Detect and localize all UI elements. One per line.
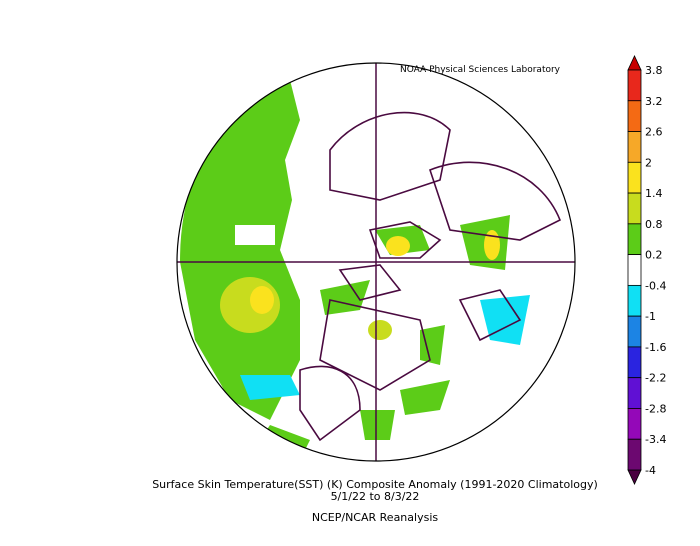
colorbar: 3.8 3.2 2.6 2 1.4 0.8 0.2 -0.4 -1 -1.6 -2.2 -2.8 -3.… (627, 55, 666, 485)
colorbar-band (627, 131, 642, 163)
colorbar-band (627, 192, 642, 225)
colorbar-label: -3.4 (645, 433, 666, 446)
colorbar-label: 3.2 (645, 95, 663, 108)
colorbar-label: -2.8 (645, 402, 666, 415)
colorbar-band (627, 284, 642, 317)
caption-title: Surface Skin Temperature(SST) (K) Compos… (152, 478, 598, 491)
colorbar-bottom (627, 469, 642, 485)
colorbar-band (627, 315, 642, 348)
colorbar-label: -1.6 (645, 341, 666, 354)
colorbar-band (627, 69, 642, 102)
caption-dates: 5/1/22 to 8/3/22 (331, 490, 420, 503)
colorbar-label: 3.8 (645, 64, 663, 77)
credit: NOAA Physical Sciences Laboratory (400, 65, 561, 75)
colorbar-label: -2.2 (645, 372, 666, 385)
colorbar-label: 2 (645, 156, 652, 169)
colorbar-label: 1.4 (645, 187, 663, 200)
colorbar-top (627, 55, 642, 71)
colorbar-band (627, 254, 642, 286)
colorbar-label: 2.6 (645, 126, 663, 139)
colorbar-label: 0.8 (645, 218, 663, 231)
colorbar-band (627, 346, 642, 379)
colorbar-label: 0.2 (645, 249, 663, 262)
map-disc (177, 63, 575, 461)
colorbar-band (627, 161, 642, 194)
colorbar-band (627, 223, 642, 256)
map-border (176, 62, 576, 462)
colorbar-band (627, 377, 642, 409)
caption-source: NCEP/NCAR Reanalysis (312, 511, 438, 524)
colorbar-band (627, 408, 642, 440)
colorbar-label: -1 (645, 310, 656, 323)
colorbar-band (627, 100, 642, 132)
colorbar-band (627, 438, 642, 471)
colorbar-label: -4 (645, 464, 656, 477)
colorbar-label: -0.4 (645, 279, 666, 292)
